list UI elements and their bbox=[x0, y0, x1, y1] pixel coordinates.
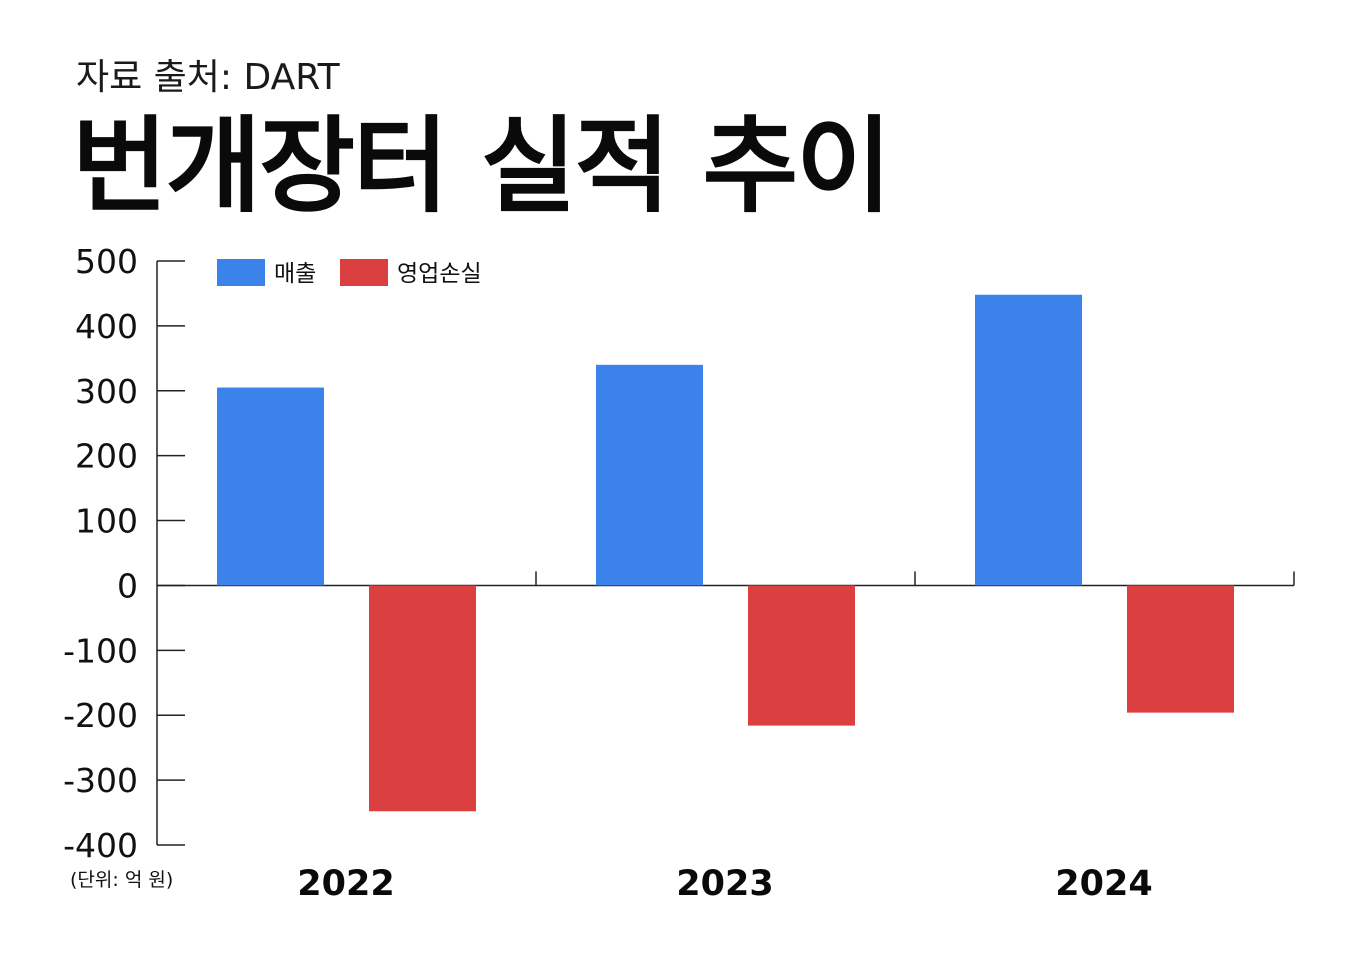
y-tick-label: -300 bbox=[63, 761, 138, 800]
chart-title: 번개장터 실적 추이 bbox=[72, 105, 892, 227]
revenue-bar-2022 bbox=[217, 387, 324, 586]
y-tick-label: 500 bbox=[75, 242, 138, 281]
y-tick-label: -400 bbox=[63, 826, 138, 865]
unit-note: (단위: 억 원) bbox=[70, 869, 174, 891]
y-tick-label: -100 bbox=[63, 631, 138, 670]
x-category-label: 2022 bbox=[297, 864, 394, 904]
legend-swatch-operating-loss bbox=[340, 259, 388, 286]
operating-loss-bar-2024 bbox=[1127, 585, 1234, 713]
revenue-bar-2024 bbox=[975, 294, 1082, 586]
operating-loss-bar-2022 bbox=[369, 585, 476, 812]
x-category-label: 2023 bbox=[676, 864, 773, 904]
y-tick-label: -200 bbox=[63, 696, 138, 735]
y-tick-label: 300 bbox=[75, 372, 138, 411]
source-note: 자료 출처: DART bbox=[76, 57, 340, 98]
y-tick-label: 0 bbox=[117, 566, 138, 605]
y-tick-label: 400 bbox=[75, 307, 138, 346]
legend-label: 매출 bbox=[274, 261, 316, 287]
legend-label: 영업손실 bbox=[397, 261, 482, 287]
legend-swatch-revenue bbox=[217, 259, 265, 286]
y-tick-label: 200 bbox=[75, 437, 138, 476]
operating-loss-bar-2023 bbox=[748, 585, 855, 726]
x-category-label: 2024 bbox=[1055, 864, 1152, 904]
revenue-bar-2023 bbox=[596, 364, 703, 586]
y-tick-label: 100 bbox=[75, 502, 138, 541]
